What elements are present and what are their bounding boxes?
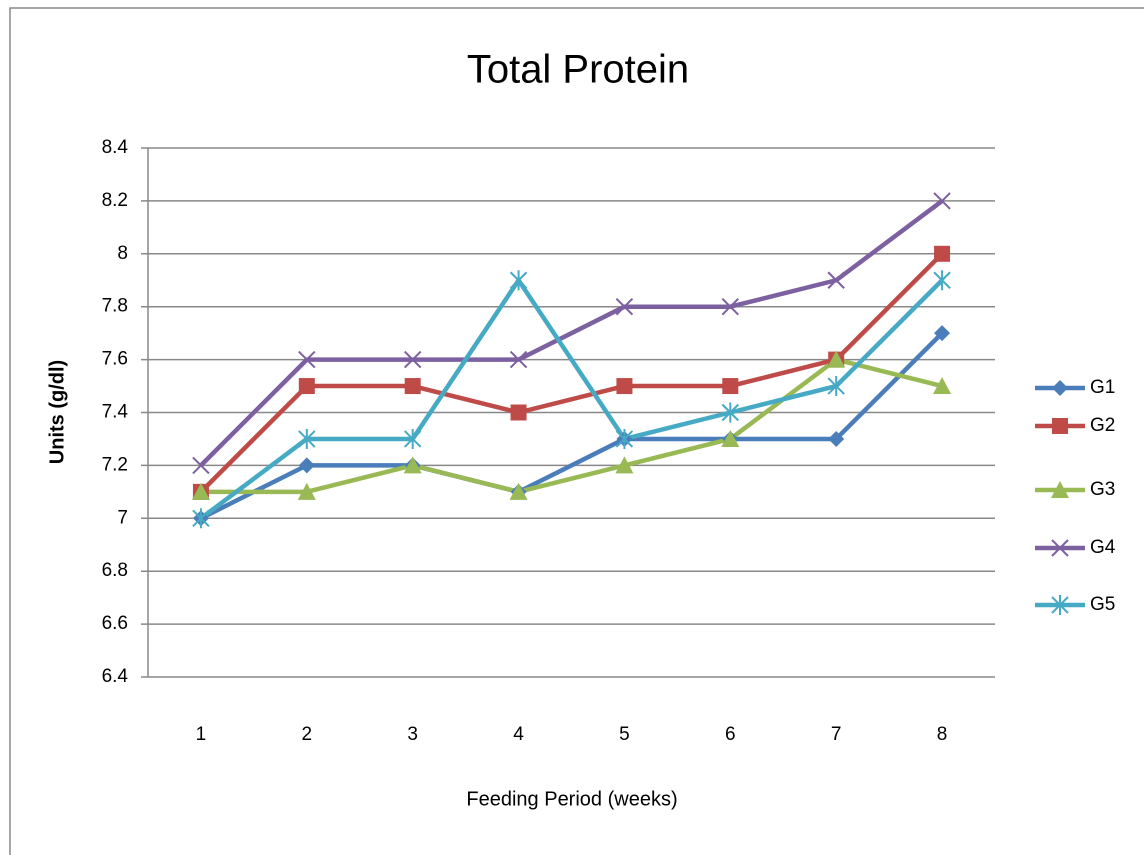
data-point [298,457,315,474]
data-point [934,325,951,342]
x-tick-label: 4 [513,724,524,745]
legend-marker [1051,481,1069,498]
series-line [199,252,944,494]
legend-marker [1052,418,1068,434]
y-tick-label: 7.4 [102,402,129,423]
data-point [721,297,740,316]
series-line [199,199,944,467]
data-point [615,456,634,474]
data-point [616,378,633,395]
data-point [404,378,421,395]
legend-marker [1051,595,1069,615]
data-point [722,378,739,395]
data-point [509,270,528,291]
legend-label: G1 [1090,377,1115,398]
data-point [827,376,845,397]
data-point [721,429,740,447]
data-point [298,350,316,369]
legend-label: G5 [1090,594,1115,615]
data-point [615,428,634,449]
x-tick-label: 2 [302,724,313,745]
legend-label: G3 [1090,479,1115,500]
data-point [721,402,740,423]
data-point [509,482,528,500]
data-point [403,350,422,369]
data-point [192,456,210,475]
data-point [191,482,210,500]
legend-label: G4 [1090,537,1116,558]
chart-frame [9,7,1144,855]
data-point [933,192,951,210]
legend-marker [1051,539,1069,557]
data-point [298,378,315,395]
y-tick-label: 6.6 [102,613,128,634]
chart-title: Total Protein [467,48,689,92]
data-point [933,377,952,395]
data-point [510,404,527,421]
y-axis-label: Units (g/dl) [46,360,68,464]
data-point [934,245,951,262]
data-point [298,428,316,449]
data-point [192,508,210,529]
x-tick-label: 3 [407,724,418,745]
x-tick-label: 7 [831,724,842,745]
x-tick-label: 5 [619,724,630,745]
data-point [509,350,528,369]
y-tick-label: 8.2 [102,190,128,211]
data-point [403,456,422,474]
data-point [297,482,316,500]
x-tick-label: 1 [196,724,207,745]
y-tick-label: 7.2 [102,454,128,475]
legend-label: G2 [1090,415,1115,436]
data-point [827,271,845,289]
data-point [828,430,845,447]
series-line [199,331,944,521]
data-point [827,350,846,368]
series-line [200,357,943,495]
y-tick-label: 7 [117,507,128,528]
y-tick-label: 7.8 [102,296,128,317]
data-point [615,297,634,316]
x-tick-label: 6 [725,724,736,745]
y-tick-label: 8 [117,243,128,264]
legend-marker [1052,380,1068,396]
y-tick-label: 8.4 [102,137,129,158]
data-point [403,428,422,449]
y-tick-label: 6.4 [102,666,129,687]
x-axis-label: Feeding Period (weeks) [466,788,677,810]
y-tick-label: 6.8 [102,560,128,581]
series-line [199,278,944,521]
y-tick-label: 7.6 [102,349,128,370]
data-point [933,270,951,291]
x-tick-label: 8 [937,724,948,745]
